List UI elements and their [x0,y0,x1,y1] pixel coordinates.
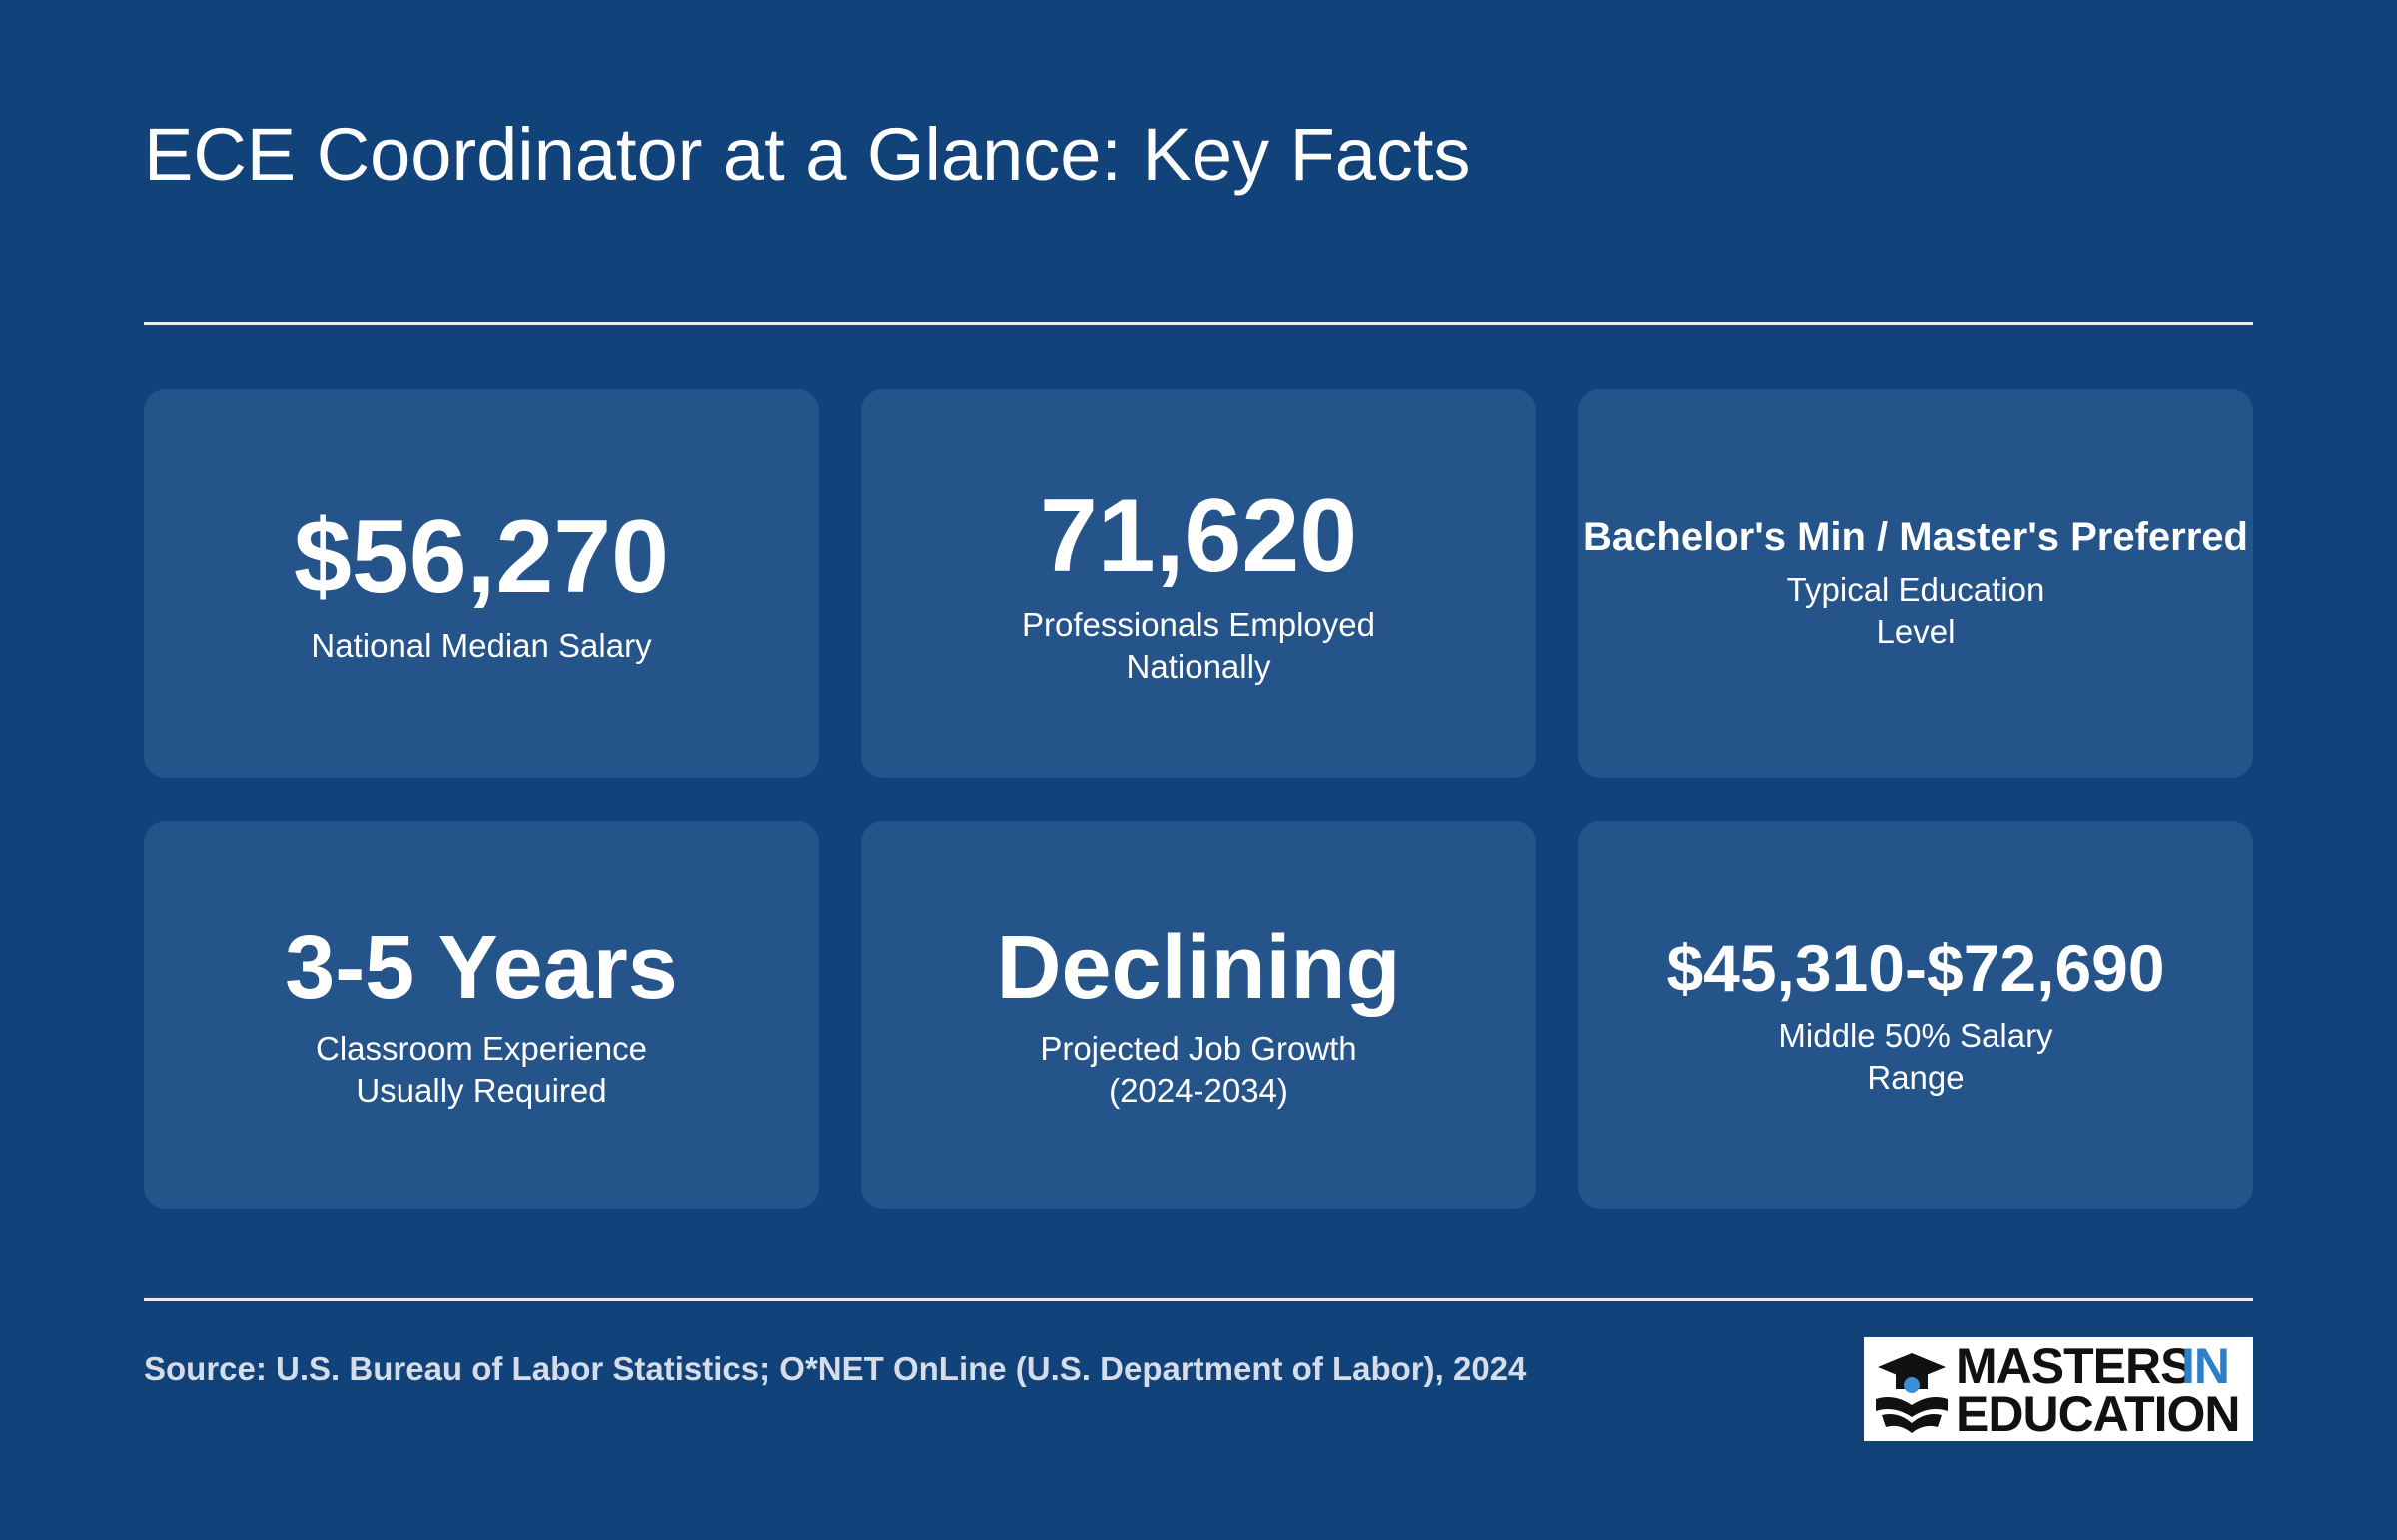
stat-label-line: Classroom Experience [316,1030,647,1067]
logo-text: EDUCATION [1956,1386,2241,1442]
stat-label-line: Level [1876,612,1956,650]
stat-label: Professionals Employed Nationally [1022,604,1375,688]
stat-label-line: Professionals Employed [1021,605,1375,643]
stat-label-line: Projected Job Growth [1040,1030,1357,1067]
stat-label-line: Usually Required [356,1072,607,1109]
stat-label-line: Typical Education [1786,570,2045,608]
stat-label-line: Nationally [1126,647,1271,685]
stat-label-line: Range [1867,1058,1965,1096]
stat-card: Declining Projected Job Growth (2024-2034) [861,821,1536,1209]
stat-label-line: National Median Salary [311,626,652,664]
stat-label: Middle 50% Salary Range [1778,1015,2052,1099]
stat-card: $56,270 National Median Salary [144,389,819,778]
stat-value: $45,310-$72,690 [1666,931,2165,1006]
stat-label: Projected Job Growth (2024-2034) [1040,1028,1356,1112]
stat-label: Typical Education Level [1787,569,2045,653]
divider [144,1298,2253,1301]
stat-value: 71,620 [1039,478,1358,595]
logo-text: IN [2181,1338,2230,1394]
stat-card: Bachelor's Min / Master's Preferred Typic… [1578,389,2253,778]
stat-card: $45,310-$72,690 Middle 50% Salary Range [1578,821,2253,1209]
stat-card: 3-5 Years Classroom Experience Usually Req… [144,821,819,1209]
stat-label: Classroom Experience Usually Required [316,1028,647,1112]
logo: MASTERS IN EDUCATION [1864,1337,2253,1441]
stat-value: $56,270 [294,499,669,616]
logo-text: MASTERS [1956,1338,2193,1394]
stat-value: Declining [996,918,1401,1018]
page-title: ECE Coordinator at a Glance: Key Facts [144,113,1471,196]
card-grid: $56,270 National Median Salary 71,620 Profe… [144,389,2253,1209]
divider [144,322,2253,325]
stat-label: National Median Salary [311,625,651,667]
logo-icon [1876,1353,1948,1433]
stat-value: 3-5 Years [285,918,678,1018]
stat-value: Bachelor's Min / Master's Preferred [1583,514,2248,559]
stat-label-line: (2024-2034) [1109,1072,1288,1109]
stat-card: 71,620 Professionals Employed Nationally [861,389,1536,778]
stat-label-line: Middle 50% Salary [1778,1016,2053,1054]
source-note: Source: U.S. Bureau of Labor Statistics;… [144,1350,1527,1387]
